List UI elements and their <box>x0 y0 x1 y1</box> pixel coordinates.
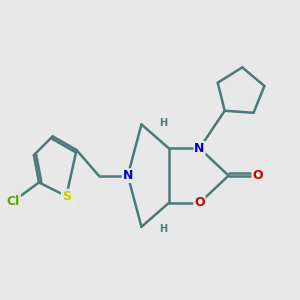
Text: N: N <box>194 142 205 155</box>
Text: H: H <box>160 224 168 234</box>
Text: H: H <box>160 118 168 128</box>
Text: N: N <box>123 169 133 182</box>
Text: O: O <box>252 169 263 182</box>
Text: O: O <box>194 196 205 209</box>
Text: S: S <box>62 190 71 202</box>
Text: Cl: Cl <box>7 195 20 208</box>
